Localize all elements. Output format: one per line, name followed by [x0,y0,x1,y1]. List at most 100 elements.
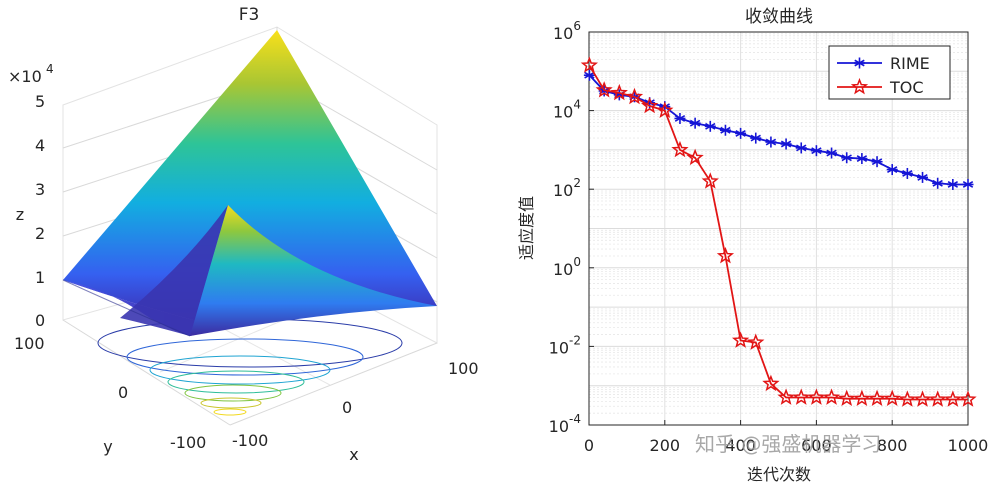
z-tick-label: 5 [35,92,45,111]
x-tick-label: 1000 [948,436,989,455]
data-point [583,69,595,81]
svg-text:×10: ×10 [8,67,42,86]
data-point [686,148,704,166]
data-point [731,331,750,348]
data-point [826,147,838,159]
legend-entry: TOC [837,77,924,97]
plot-ticks: 0 200 400 600 800 1000 10-4 10-2 100 102 104 106 [549,19,989,455]
data-point [944,390,962,407]
series-toc [580,56,977,407]
x-tick-label: 100 [448,359,479,378]
plot-grid [588,31,969,426]
data-point [853,389,871,407]
x-tick-labels: -100 0 100 [232,359,479,450]
surface-contours [97,318,403,416]
y-tick-label: 10-2 [549,333,581,357]
y-tick-label: 106 [553,19,581,43]
z-tick-label: 4 [35,136,45,155]
data-point [610,83,628,101]
x-tick-label: 400 [725,436,756,455]
y-axis-label: y [103,437,112,456]
data-point [762,374,780,392]
data-point [822,388,841,405]
data-point [901,167,913,179]
data-point [625,87,644,105]
data-point [856,153,868,165]
y-tick-label: 10-4 [549,412,581,436]
data-point [716,246,735,264]
legend-label: RIME [890,54,930,73]
x-tick-label: 600 [801,436,832,455]
data-point [929,390,947,407]
surface-chart: F3 ×10 4 0 1 2 3 4 5 -100 0 100 -100 0 100 z x y [8,5,479,464]
conv-title: 收敛曲线 [745,7,813,27]
legend-entry: RIME [837,54,930,73]
plot-frame [588,31,969,426]
x-axis-label: x [349,445,358,464]
data-point [701,172,719,189]
y-tick-label: -100 [170,433,206,452]
conv-y-label: 适应度值 [517,196,536,260]
z-axis-label: z [16,205,24,224]
y-tick-label: 100 [14,334,45,353]
y-tick-label: 104 [553,98,581,122]
data-point [795,142,807,154]
data-point [807,388,826,405]
z-exponent: ×10 4 [8,62,54,86]
data-point [735,127,747,139]
data-point [689,117,701,129]
data-point [841,152,853,164]
x-tick-label: 0 [584,436,594,455]
data-point [962,178,974,190]
z-tick-label: 1 [35,268,45,287]
data-point [947,178,959,190]
data-point [917,171,929,183]
surface-mesh [62,30,437,337]
z-tick-label: 0 [35,311,45,330]
data-point [674,112,686,124]
legend: RIME TOC [828,45,951,100]
watermark: 知乎 @强盛机器学习 [695,432,881,456]
plot-series [580,56,977,407]
data-point [810,145,822,157]
y-tick-label: 100 [553,255,581,279]
convergence-chart: 0 200 400 600 800 1000 10-4 10-2 100 102 104 106 收敛… [517,7,988,484]
data-point [640,96,659,114]
data-point [932,177,944,189]
data-point [777,388,795,405]
data-point [595,81,613,98]
data-point [750,132,762,144]
data-point [850,77,869,95]
data-point [886,164,898,176]
y-tick-labels: -100 0 100 [14,334,206,452]
data-point [883,389,901,407]
x-tick-label: 200 [650,436,681,455]
data-point [780,138,792,150]
data-point [868,389,886,407]
data-point [580,56,599,73]
x-tick-label: -100 [232,431,268,450]
data-point [959,390,977,407]
data-point [704,120,716,132]
data-point [719,124,731,136]
z-tick-label: 3 [35,180,45,199]
data-point [747,333,765,350]
data-point [871,156,883,168]
z-tick-labels: 0 1 2 3 4 5 [35,92,45,330]
y-tick-label: 102 [553,176,581,200]
data-point [854,57,865,69]
legend-label: TOC [889,78,924,97]
z-tick-label: 2 [35,224,45,243]
y-tick-label: 0 [118,383,128,402]
data-point [838,389,856,407]
data-point [913,390,932,407]
data-point [656,101,674,118]
data-point [792,388,810,405]
data-point [898,390,917,407]
x-tick-label: 0 [342,398,352,417]
conv-x-label: 迭代次数 [747,465,811,484]
data-point [671,140,689,158]
data-point [765,136,777,148]
legend-box [828,45,951,100]
